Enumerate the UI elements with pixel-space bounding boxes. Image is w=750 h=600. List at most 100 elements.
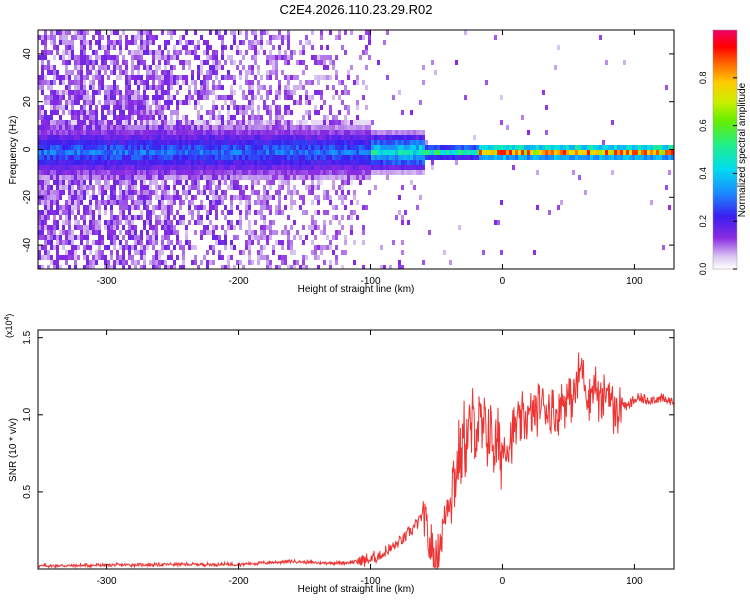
spectrogram-cell	[380, 170, 383, 175]
spectrogram-cell	[365, 150, 368, 155]
spectrogram-cell	[56, 165, 59, 170]
spectrogram-cell	[164, 75, 167, 80]
spectrogram-cell	[293, 90, 296, 95]
spectrogram-cell	[125, 180, 128, 185]
spectrogram-cell	[365, 170, 368, 175]
spectrogram-cell	[152, 50, 155, 55]
spectrogram-cell	[62, 180, 65, 185]
spectrogram-cell	[539, 155, 542, 160]
spectrogram-cell	[155, 50, 158, 55]
spectrogram-cell	[137, 215, 140, 220]
spectrogram-cell	[260, 245, 263, 250]
spectrogram-cell	[80, 195, 83, 200]
spectrogram-cell	[326, 55, 329, 60]
spectrogram-cell	[287, 215, 290, 220]
spectrogram-cell	[554, 150, 557, 155]
spectrogram-cell	[275, 265, 278, 269]
spectrogram-cell	[71, 180, 74, 185]
spectrogram-cell	[128, 100, 131, 105]
spectrogram-cell	[104, 265, 107, 269]
spectrogram-cell	[224, 30, 227, 35]
spectrogram-cell	[326, 235, 329, 240]
spectrogram-cell	[212, 150, 215, 155]
spectrogram-cell	[47, 235, 50, 240]
spectrogram-cell	[158, 55, 161, 60]
spectrogram-cell	[365, 175, 368, 180]
spectrogram-cell	[146, 215, 149, 220]
spectrogram-cell	[170, 230, 173, 235]
spectrogram-cell	[404, 170, 407, 175]
spectrogram-cell	[194, 220, 197, 225]
spectrogram-cell	[146, 35, 149, 40]
spectrogram-cell	[128, 265, 131, 269]
spectrogram-cell	[302, 85, 305, 90]
spectrogram-cell	[344, 50, 347, 55]
spectrogram-cell	[224, 215, 227, 220]
spectrogram-cell	[215, 200, 218, 205]
spectrogram-cell	[47, 100, 50, 105]
spectrogram-cell	[401, 165, 404, 170]
spectrogram-cell	[266, 120, 269, 125]
spectrogram-cell	[608, 155, 611, 160]
spectrogram-cell	[110, 45, 113, 50]
spectrogram-cell	[197, 165, 200, 170]
spectrogram-cell	[242, 115, 245, 120]
spectrogram-cell	[239, 130, 242, 135]
spectrogram-cell	[377, 140, 380, 145]
spectrogram-cell	[428, 150, 431, 155]
spectrogram-cell	[278, 255, 281, 260]
spectrogram-cell	[275, 230, 278, 235]
spectrogram-cell	[80, 125, 83, 130]
spectrogram-cell	[110, 120, 113, 125]
spectrogram-cell	[53, 55, 56, 60]
spectrogram-cell	[299, 85, 302, 90]
spectrogram-cell	[263, 220, 266, 225]
spectrogram-cell	[467, 155, 470, 160]
spectrogram-cell	[395, 165, 398, 170]
spectrogram-cell	[113, 265, 116, 269]
spectrogram-cell	[92, 190, 95, 195]
spectrogram-cell	[38, 150, 41, 155]
spectrogram-cell	[284, 55, 287, 60]
spectrogram-cell	[617, 155, 620, 160]
spectrogram-cell	[314, 150, 317, 155]
spectrogram-cell	[293, 200, 296, 205]
spectrogram-cell	[44, 115, 47, 120]
spectrogram-cell	[509, 150, 512, 155]
spectrogram-cell	[560, 145, 563, 150]
spectrogram-cell	[263, 135, 266, 140]
spectrogram-cell	[260, 135, 263, 140]
spectrogram-cell	[164, 65, 167, 70]
spectrogram-cell	[98, 245, 101, 250]
spectrogram-cell	[320, 30, 323, 35]
spectrogram-cell	[65, 135, 68, 140]
spectrogram-cell	[92, 135, 95, 140]
spectrogram-cell	[101, 200, 104, 205]
spectrogram-cell	[101, 250, 104, 255]
spectrogram-cell	[188, 90, 191, 95]
spectrogram-cell	[92, 95, 95, 100]
spectrogram-cell	[512, 165, 515, 170]
spectrogram-cell	[41, 125, 44, 130]
spectrogram-cell	[380, 165, 383, 170]
spectrogram-cell	[242, 105, 245, 110]
spectrogram-cell	[80, 80, 83, 85]
spectrogram-cell	[272, 130, 275, 135]
spectrogram-cell	[224, 100, 227, 105]
spectrogram-cell	[77, 185, 80, 190]
spectrogram-cell	[47, 70, 50, 75]
spectrogram-cell	[92, 115, 95, 120]
spectrogram-cell	[116, 135, 119, 140]
spectrogram-cell	[326, 135, 329, 140]
spectrogram-cell	[305, 265, 308, 269]
spectrogram-cell	[188, 190, 191, 195]
spectrogram-cell	[59, 205, 62, 210]
spectrogram-cell	[158, 50, 161, 55]
spectrogram-cell	[161, 140, 164, 145]
spectrogram-cell	[314, 105, 317, 110]
spectrogram-cell	[47, 170, 50, 175]
spectrogram-cell	[77, 95, 80, 100]
spectrogram-cell	[116, 60, 119, 65]
spectrogram-cell	[170, 205, 173, 210]
spectrogram-cell	[101, 240, 104, 245]
